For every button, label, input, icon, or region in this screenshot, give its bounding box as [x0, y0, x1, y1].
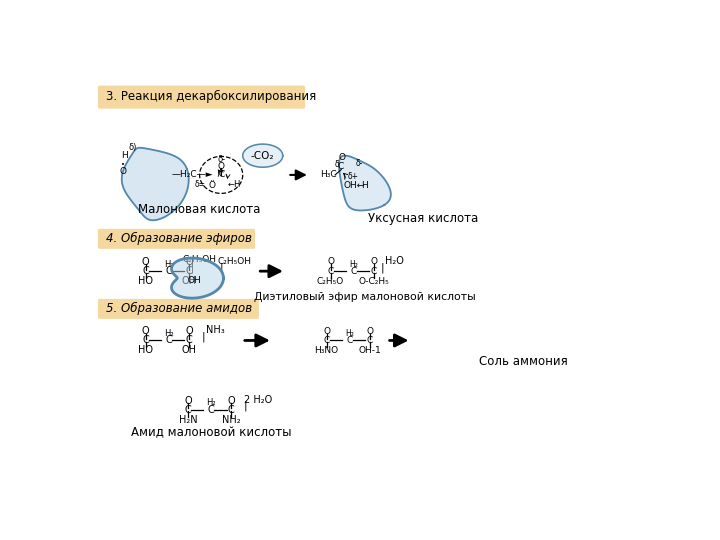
Text: |: | — [202, 332, 205, 342]
Text: C: C — [346, 336, 353, 345]
Text: O: O — [217, 162, 225, 171]
Text: C₂H₅OH: C₂H₅OH — [217, 256, 251, 266]
FancyBboxPatch shape — [98, 299, 259, 319]
Text: H: H — [361, 181, 368, 190]
Text: |: | — [190, 262, 194, 273]
Text: C: C — [186, 266, 192, 276]
Text: O: O — [142, 326, 150, 336]
Text: H₂: H₂ — [164, 260, 174, 269]
Text: NH₃: NH₃ — [206, 326, 225, 335]
Text: O: O — [184, 395, 192, 406]
Text: 4. Образование эфиров: 4. Образование эфиров — [106, 232, 251, 245]
Text: O: O — [185, 326, 193, 336]
Text: O: O — [185, 257, 193, 267]
Text: H: H — [121, 151, 127, 160]
Text: C: C — [184, 405, 192, 415]
Text: OH: OH — [187, 276, 201, 285]
Text: C: C — [143, 266, 149, 276]
Polygon shape — [243, 144, 283, 167]
Text: O: O — [142, 257, 150, 267]
Text: 2 H₂O: 2 H₂O — [244, 395, 272, 405]
Text: C₂H₅OH: C₂H₅OH — [183, 255, 217, 264]
Text: OH: OH — [181, 276, 197, 286]
Text: Уксусная кислота: Уксусная кислота — [368, 212, 478, 225]
Text: C: C — [328, 267, 333, 275]
Text: Соль аммония: Соль аммония — [479, 355, 567, 368]
Text: H₂O: H₂O — [385, 256, 404, 266]
Text: C: C — [208, 405, 215, 415]
Text: O: O — [370, 258, 377, 266]
Text: δ+: δ+ — [348, 172, 359, 181]
Text: O: O — [323, 327, 330, 336]
FancyBboxPatch shape — [98, 85, 305, 109]
Text: HO: HO — [138, 276, 153, 286]
Text: O: O — [327, 258, 334, 266]
Text: |: | — [244, 401, 248, 411]
Text: Малоновая кислота: Малоновая кислота — [138, 203, 261, 216]
Text: ←H: ←H — [228, 180, 240, 188]
Text: H₂: H₂ — [346, 329, 354, 338]
Text: OH←: OH← — [343, 181, 365, 190]
Text: -CO₂: -CO₂ — [251, 151, 274, 161]
Text: C: C — [166, 266, 172, 276]
Text: H₂N: H₂N — [179, 415, 197, 425]
Polygon shape — [171, 258, 223, 298]
Polygon shape — [339, 156, 391, 211]
Text: δ: δ — [334, 160, 339, 170]
Text: C: C — [143, 335, 149, 346]
Text: δ-: δ- — [355, 159, 362, 168]
Text: HO: HO — [138, 346, 153, 355]
Text: O: O — [338, 153, 346, 163]
Text: C: C — [366, 336, 373, 345]
Text: H₃NO: H₃NO — [315, 346, 338, 355]
Text: O-C₂H₅: O-C₂H₅ — [359, 276, 389, 286]
Text: O: O — [366, 327, 373, 336]
Text: |: | — [381, 262, 384, 273]
Text: δ): δ) — [129, 144, 137, 152]
Text: C: C — [338, 162, 343, 171]
Text: OH-1: OH-1 — [359, 346, 381, 355]
Text: C: C — [186, 335, 192, 346]
Text: OH: OH — [181, 346, 197, 355]
Polygon shape — [122, 148, 189, 220]
Text: NH₂: NH₂ — [222, 415, 240, 425]
Text: C: C — [228, 405, 235, 415]
Text: •: • — [121, 162, 125, 168]
Text: H₂: H₂ — [349, 260, 358, 269]
Text: H₂: H₂ — [207, 399, 216, 407]
Text: H₃C: H₃C — [320, 171, 337, 179]
Text: C: C — [218, 171, 225, 179]
Text: Амид малоновой кислоты: Амид малоновой кислоты — [131, 427, 292, 440]
Text: δ=: δ= — [194, 180, 206, 188]
Text: C₂H₅O: C₂H₅O — [317, 276, 344, 286]
Text: C: C — [371, 267, 377, 275]
Text: δ-: δ- — [217, 155, 225, 164]
Text: C: C — [351, 267, 356, 275]
Text: O: O — [228, 395, 235, 406]
Text: —H₂C—►: —H₂C—► — [171, 170, 212, 179]
Text: 5. Образование амидов: 5. Образование амидов — [106, 301, 252, 315]
Text: |: | — [220, 262, 223, 273]
Text: Диэтиловый эфир малоновой кислоты: Диэтиловый эфир малоновой кислоты — [254, 292, 476, 302]
Text: H₂: H₂ — [164, 329, 174, 338]
Text: C: C — [166, 335, 172, 346]
FancyBboxPatch shape — [98, 229, 255, 249]
Text: Ö: Ö — [208, 181, 215, 190]
Text: O: O — [119, 166, 126, 176]
Text: 3. Реакция декарбоксилирования: 3. Реакция декарбоксилирования — [106, 90, 316, 103]
Text: C: C — [323, 336, 330, 345]
